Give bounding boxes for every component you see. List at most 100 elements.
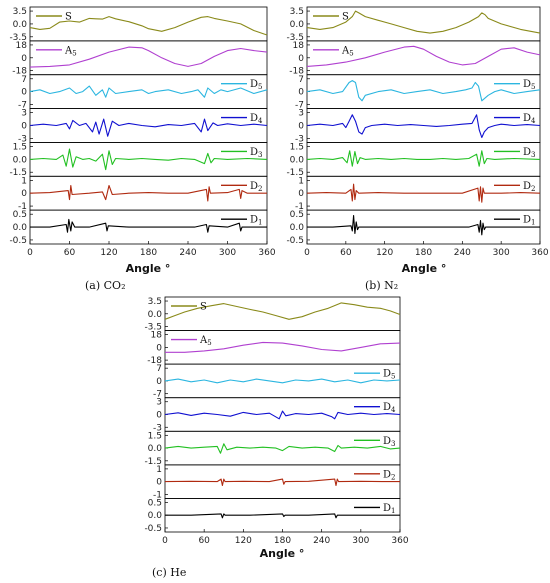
y-tick-label: -1 — [295, 202, 304, 212]
legend-subscript: 3 — [531, 151, 535, 159]
y-tick-label: -18 — [147, 356, 162, 366]
chart-caption: (a) CO₂ — [85, 279, 125, 292]
panel-d4: 3 0 -3 D4 — [153, 397, 401, 433]
y-tick-label: 0 — [156, 377, 162, 387]
y-tick-label: 1.5 — [148, 431, 162, 441]
legend-label: S — [65, 12, 72, 23]
y-tick-label: -3.5 — [9, 33, 27, 43]
y-tick-label: 0 — [298, 88, 304, 98]
y-tick-label: 0.5 — [290, 210, 304, 220]
series-line-s — [306, 10, 541, 34]
y-tick-label: 0.0 — [13, 20, 28, 30]
y-tick-label: 0 — [21, 54, 27, 64]
y-tick-label: 1 — [298, 176, 304, 186]
panel-s: 3.5 0.0 -3.5 S — [286, 6, 541, 43]
x-tick-label: 120 — [100, 248, 117, 258]
series-line-d3 — [164, 443, 401, 454]
legend-label: A5 — [341, 45, 354, 57]
y-tick-label: 18 — [151, 331, 163, 341]
legend-subscript: 3 — [391, 440, 395, 448]
series-line-d3 — [29, 148, 268, 171]
legend-label: D1 — [523, 215, 536, 227]
chart-caption: (c) He — [152, 566, 186, 579]
y-tick-label: 3 — [156, 398, 162, 408]
x-axis-label: Angle ° — [126, 262, 171, 275]
panel-d5: 7 0 -7 D5 — [153, 363, 401, 400]
legend-subscript: 5 — [391, 373, 395, 381]
x-tick-label: 300 — [493, 248, 510, 258]
panel-d2: 1 0 -1 D2 — [18, 175, 268, 212]
y-tick-label: -0.5 — [144, 524, 162, 534]
panel-d4: 3 0 -3 D4 — [295, 108, 541, 144]
y-tick-label: -3.5 — [286, 33, 304, 43]
series-line-d5 — [164, 378, 401, 384]
y-tick-label: 18 — [293, 41, 305, 51]
y-tick-label: 1.5 — [13, 142, 27, 152]
legend-label: D5 — [383, 369, 396, 381]
legend-subscript: 1 — [258, 219, 262, 227]
x-tick-label: 180 — [140, 248, 157, 258]
panel-d3: 1.5 0.0 -1.5 D3 — [286, 142, 541, 178]
y-tick-label: 1 — [21, 176, 27, 186]
y-tick-label: -7 — [18, 101, 27, 111]
legend-subscript: 5 — [531, 83, 535, 91]
chart-3: 3.50.0-3.5S180-18A570-7D530-3D41.50.0-1.… — [144, 296, 409, 579]
panel-frame — [164, 397, 401, 432]
y-tick-label: 7 — [156, 364, 162, 374]
y-tick-label: 3.5 — [290, 7, 304, 17]
legend-label: D1 — [250, 215, 263, 227]
x-tick-label: 360 — [531, 248, 548, 258]
panel-d1: 0.5 0.0 -0.5 D1 — [286, 209, 541, 246]
panel-d3: 1.5 0.0 -1.5 D3 — [144, 430, 401, 467]
x-tick-label: 120 — [235, 536, 252, 546]
legend-label: D3 — [383, 436, 396, 448]
x-tick-label: 0 — [162, 536, 168, 546]
y-tick-label: 0 — [156, 478, 162, 488]
series-line-d2 — [29, 184, 267, 202]
legend-label: A5 — [199, 335, 212, 347]
legend-subscript: 2 — [258, 185, 262, 193]
panel-d5: 7 0 -7 D5 — [18, 74, 268, 111]
panel-d1: 0.5 0.0 -0.5 D1 — [9, 209, 268, 246]
y-tick-label: 0.5 — [148, 498, 162, 508]
y-tick-label: -3.5 — [144, 323, 162, 333]
x-tick-label: 180 — [415, 248, 432, 258]
y-tick-label: -1.5 — [9, 168, 27, 178]
y-tick-label: -3 — [153, 423, 162, 433]
y-tick-label: 0.0 — [13, 223, 28, 233]
legend-label: D4 — [523, 113, 536, 125]
y-tick-label: 3.5 — [13, 7, 27, 17]
x-axis-label: Angle ° — [260, 547, 305, 560]
chart-1: 3.50.0-3.5S180-18A570-7D530-3D41.50.0-1.… — [9, 6, 276, 292]
series-line-a5 — [165, 341, 401, 353]
y-tick-label: 7 — [21, 75, 27, 85]
panel-s: 3.5 0.0 -3.5 S — [9, 6, 268, 43]
y-tick-label: -0.5 — [286, 236, 304, 246]
y-tick-label: 0.0 — [148, 444, 163, 454]
y-tick-label: 3 — [21, 109, 27, 119]
legend-label: D4 — [383, 402, 396, 414]
legend-subscript: 2 — [531, 185, 535, 193]
x-axis-label: Angle ° — [402, 262, 447, 275]
y-tick-label: -7 — [295, 101, 304, 111]
legend-label: D5 — [523, 79, 536, 91]
series-line-a5 — [29, 46, 268, 68]
y-tick-label: -1 — [153, 490, 162, 500]
y-tick-label: 0.0 — [290, 20, 305, 30]
chart-caption: (b) N₂ — [365, 279, 398, 292]
series-line-d1 — [165, 513, 400, 519]
y-tick-label: 0.0 — [148, 511, 163, 521]
series-line-s — [164, 302, 401, 320]
series-line-d2 — [164, 478, 400, 487]
legend-subscript: 2 — [391, 473, 395, 481]
series-line-d3 — [306, 150, 541, 167]
series-line-d4 — [164, 410, 401, 420]
y-tick-label: 0 — [298, 122, 304, 132]
series-line-d5 — [306, 80, 541, 102]
y-tick-label: 0.0 — [13, 155, 28, 165]
y-tick-label: -7 — [153, 390, 162, 400]
legend-label: S — [342, 12, 349, 23]
y-tick-label: 0 — [21, 88, 27, 98]
y-tick-label: 1.5 — [290, 142, 304, 152]
y-tick-label: -3 — [18, 134, 27, 144]
